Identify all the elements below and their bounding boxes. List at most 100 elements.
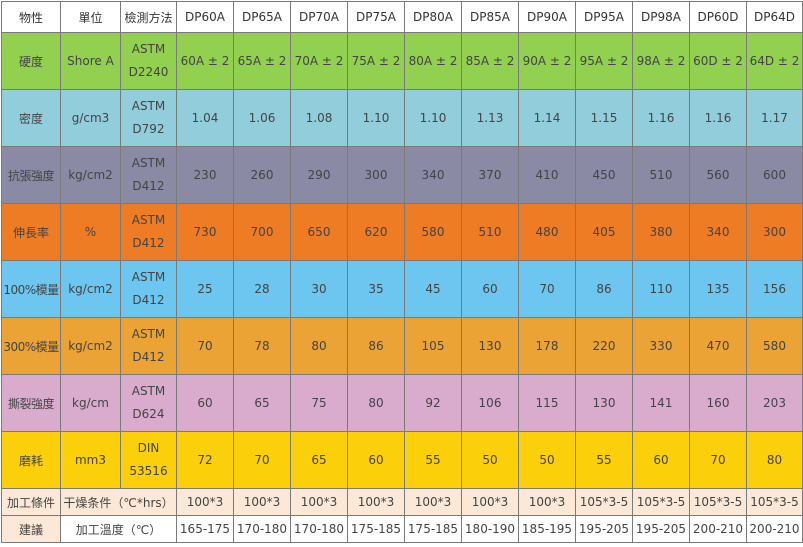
property-row: 300%模量 kg/cm2 ASTM D412 70 78 80 86 105 130 178 220… (1, 317, 803, 375)
column-header: 單位 (60, 1, 121, 33)
test-method-line: ASTM (131, 42, 166, 56)
property-unit: g/cm3 (60, 89, 121, 147)
value-cell: 230 (176, 146, 234, 204)
test-method: ASTM D2240 (120, 32, 177, 90)
value-cell: 60 (176, 374, 234, 432)
value-cell: 50 (461, 431, 519, 489)
property-row: 磨耗 mm3 DIN 53516 72 70 65 60 55 50 50 55 60 70 80 (1, 431, 803, 489)
property-unit: kg/cm2 (60, 146, 121, 204)
processing-value: 165-175 (176, 515, 234, 543)
property-name: 抗張強度 (1, 146, 61, 204)
value-cell: 580 (746, 317, 803, 375)
value-cell: 60A ± 2 (176, 32, 234, 90)
processing-label: 加工溫度（℃） (60, 515, 177, 543)
value-cell: 380 (632, 203, 690, 261)
test-method-line: D792 (132, 122, 165, 136)
value-cell: 35 (347, 260, 405, 318)
property-row: 抗張強度 kg/cm2 ASTM D412 230 260 290 300 340 370 410 4… (1, 146, 803, 204)
grade-header: DP95A (575, 1, 633, 33)
header-row: 物性 單位 檢測方法 DP60A DP65A DP70A DP75A DP80A DP85A DP… (1, 1, 803, 33)
value-cell: 450 (575, 146, 633, 204)
value-cell: 45 (404, 260, 462, 318)
processing-value: 170-180 (290, 515, 348, 543)
property-unit: Shore A (60, 32, 121, 90)
value-cell: 80 (746, 431, 803, 489)
value-cell: 300 (746, 203, 803, 261)
value-cell: 60 (347, 431, 405, 489)
value-cell: 1.16 (689, 89, 747, 147)
value-cell: 160 (689, 374, 747, 432)
processing-value: 105*3-5 (689, 488, 747, 516)
processing-value: 100*3 (233, 488, 291, 516)
processing-value: 100*3 (518, 488, 576, 516)
column-header: 檢測方法 (120, 1, 177, 33)
value-cell: 510 (461, 203, 519, 261)
value-cell: 75A ± 2 (347, 32, 405, 90)
property-row: 密度 g/cm3 ASTM D792 1.04 1.06 1.08 1.10 1.10 1.13 1… (1, 89, 803, 147)
value-cell: 60D ± 2 (689, 32, 747, 90)
property-row: 撕裂強度 kg/cm ASTM D624 60 65 75 80 92 106 115 130 141 1… (1, 374, 803, 432)
value-cell: 64D ± 2 (746, 32, 803, 90)
processing-head-top: 加工條件 (1, 488, 61, 516)
grade-header: DP80A (404, 1, 462, 33)
test-method-line: ASTM (131, 270, 166, 284)
property-unit: kg/cm2 (60, 317, 121, 375)
test-method-line: D412 (132, 236, 165, 250)
test-method-line: D412 (132, 293, 165, 307)
property-name: 伸長率 (1, 203, 61, 261)
test-method: DIN 53516 (120, 431, 177, 489)
property-unit: mm3 (60, 431, 121, 489)
value-cell: 1.10 (347, 89, 405, 147)
value-cell: 80 (290, 317, 348, 375)
value-cell: 90A ± 2 (518, 32, 576, 90)
value-cell: 75 (290, 374, 348, 432)
processing-value: 105*3-5 (575, 488, 633, 516)
value-cell: 86 (575, 260, 633, 318)
value-cell: 95A ± 2 (575, 32, 633, 90)
value-cell: 480 (518, 203, 576, 261)
value-cell: 1.16 (632, 89, 690, 147)
value-cell: 700 (233, 203, 291, 261)
grade-header: DP60D (689, 1, 747, 33)
value-cell: 78 (233, 317, 291, 375)
value-cell: 130 (461, 317, 519, 375)
value-cell: 620 (347, 203, 405, 261)
value-cell: 86 (347, 317, 405, 375)
value-cell: 510 (632, 146, 690, 204)
value-cell: 25 (176, 260, 234, 318)
value-cell: 600 (746, 146, 803, 204)
test-method-line: 53516 (129, 464, 168, 478)
processing-row: 加工條件 干燥条件（℃*hrs） 100*3 100*3 100*3 100*3 100*3… (1, 488, 803, 516)
value-cell: 60 (632, 431, 690, 489)
column-header: 物性 (1, 1, 61, 33)
value-cell: 560 (689, 146, 747, 204)
value-cell: 340 (689, 203, 747, 261)
value-cell: 110 (632, 260, 690, 318)
property-name: 硬度 (1, 32, 61, 90)
value-cell: 410 (518, 146, 576, 204)
processing-value: 200-210 (689, 515, 747, 543)
property-name: 100%模量 (1, 260, 61, 318)
processing-value: 100*3 (461, 488, 519, 516)
value-cell: 106 (461, 374, 519, 432)
value-cell: 470 (689, 317, 747, 375)
value-cell: 1.04 (176, 89, 234, 147)
test-method: ASTM D792 (120, 89, 177, 147)
processing-value: 170-180 (233, 515, 291, 543)
value-cell: 220 (575, 317, 633, 375)
value-cell: 70A ± 2 (290, 32, 348, 90)
value-cell: 141 (632, 374, 690, 432)
processing-value: 175-185 (404, 515, 462, 543)
value-cell: 60 (461, 260, 519, 318)
value-cell: 85A ± 2 (461, 32, 519, 90)
value-cell: 178 (518, 317, 576, 375)
value-cell: 340 (404, 146, 462, 204)
value-cell: 92 (404, 374, 462, 432)
test-method-line: D412 (132, 179, 165, 193)
value-cell: 70 (233, 431, 291, 489)
test-method-line: ASTM (131, 99, 166, 113)
value-cell: 1.08 (290, 89, 348, 147)
test-method-line: D624 (132, 407, 165, 421)
processing-value: 105*3-5 (632, 488, 690, 516)
